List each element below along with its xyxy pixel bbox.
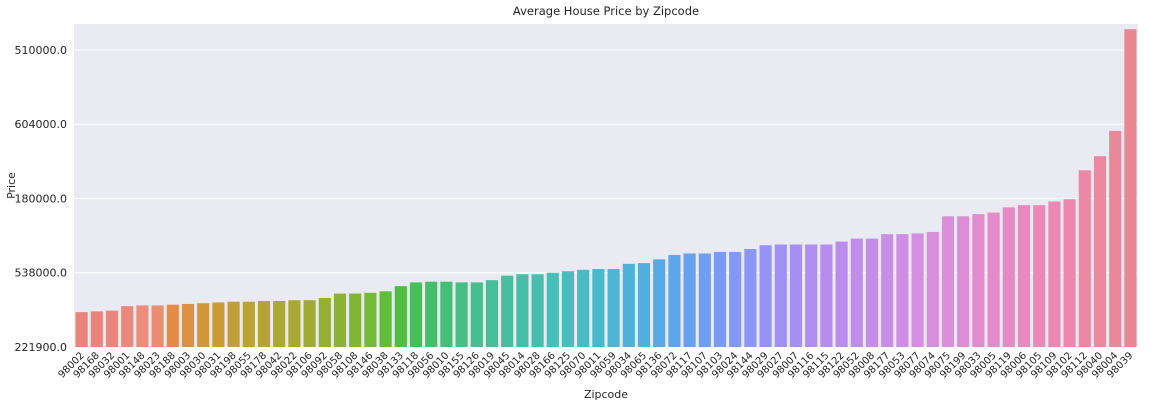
bar-98002 [75, 312, 88, 347]
y-axis-ticks: 221900.0 538000.0 180000.0 604000.0 510000.0 [15, 44, 68, 354]
y-tick-label: 221900.0 [15, 341, 68, 354]
bar-98116 [805, 244, 818, 347]
bar-98030 [197, 303, 210, 347]
bar-98107 [698, 253, 711, 347]
bar-98177 [881, 234, 894, 347]
bar-98014 [516, 274, 529, 347]
bar-98006 [1017, 205, 1031, 347]
bar-98022 [288, 300, 301, 347]
bar-98133 [394, 286, 407, 347]
bar-98106 [303, 300, 316, 347]
y-tick-label: 538000.0 [15, 267, 68, 280]
chart-title: Average House Price by Zipcode [513, 4, 699, 18]
bar-98038 [379, 291, 392, 347]
bar-98108 [349, 293, 362, 347]
bar-98074 [926, 231, 939, 347]
bar-98072 [668, 254, 681, 347]
bar-98146 [364, 292, 377, 347]
bar-98148 [136, 305, 149, 347]
bar-98040 [1093, 156, 1107, 347]
bar-98055 [242, 301, 255, 347]
bar-98070 [577, 269, 590, 347]
bar-98178 [257, 300, 271, 347]
bar-98059 [607, 269, 620, 347]
bar-98029 [759, 245, 772, 347]
bar-98005 [987, 212, 1000, 347]
bar-98052 [850, 238, 863, 347]
bar-98004 [1109, 130, 1122, 347]
bar-98011 [592, 269, 605, 347]
bar-98117 [683, 253, 696, 347]
bar-98144 [744, 248, 757, 347]
bar-98118 [409, 282, 423, 347]
bar-98119 [1002, 207, 1015, 347]
bar-98008 [865, 238, 879, 347]
bar-98126 [470, 282, 483, 347]
bar-98042 [273, 300, 286, 347]
y-tick-label: 604000.0 [15, 118, 68, 131]
bar-98102 [1063, 199, 1076, 347]
x-axis-label: Zipcode [584, 388, 628, 401]
bar-98065 [637, 263, 651, 347]
bar-98077 [911, 233, 924, 347]
bar-98010 [440, 281, 453, 347]
bar-98125 [561, 271, 575, 347]
bar-98112 [1078, 170, 1091, 347]
bar-98109 [1048, 201, 1061, 347]
bar-98103 [713, 251, 727, 347]
bar-98027 [774, 244, 787, 347]
bar-98045 [501, 275, 514, 347]
bar-98039 [1124, 29, 1137, 348]
bar-98019 [485, 280, 499, 347]
bar-98028 [531, 274, 544, 347]
bar-98033 [972, 214, 985, 347]
bar-98032 [105, 310, 119, 347]
bar-98007 [789, 244, 803, 347]
bars [75, 29, 1137, 348]
bar-98058 [333, 293, 347, 347]
bar-98136 [653, 259, 666, 347]
bar-98199 [957, 216, 970, 347]
y-tick-label: 180000.0 [15, 192, 68, 205]
bar-98001 [121, 306, 134, 347]
bar-98198 [227, 301, 240, 347]
bar-98034 [622, 263, 635, 347]
y-tick-label: 510000.0 [15, 44, 68, 57]
bar-98056 [425, 281, 438, 347]
bar-98075 [941, 216, 955, 347]
bar-98105 [1033, 205, 1046, 347]
bar-98092 [318, 297, 331, 347]
bar-98168 [90, 311, 103, 347]
bar-98003 [181, 303, 195, 347]
bar-98024 [729, 251, 742, 347]
y-axis-label: Price [5, 172, 18, 199]
bar-98188 [166, 304, 179, 347]
x-axis-ticks: 9800298168980329800198148980239818898003… [56, 350, 1135, 380]
bar-98031 [212, 302, 225, 347]
bar-98023 [151, 305, 164, 347]
bar-98115 [820, 244, 833, 347]
bar-98053 [896, 234, 909, 347]
bar-98155 [455, 282, 468, 347]
bar-98166 [546, 272, 559, 347]
bar-98122 [835, 241, 848, 347]
